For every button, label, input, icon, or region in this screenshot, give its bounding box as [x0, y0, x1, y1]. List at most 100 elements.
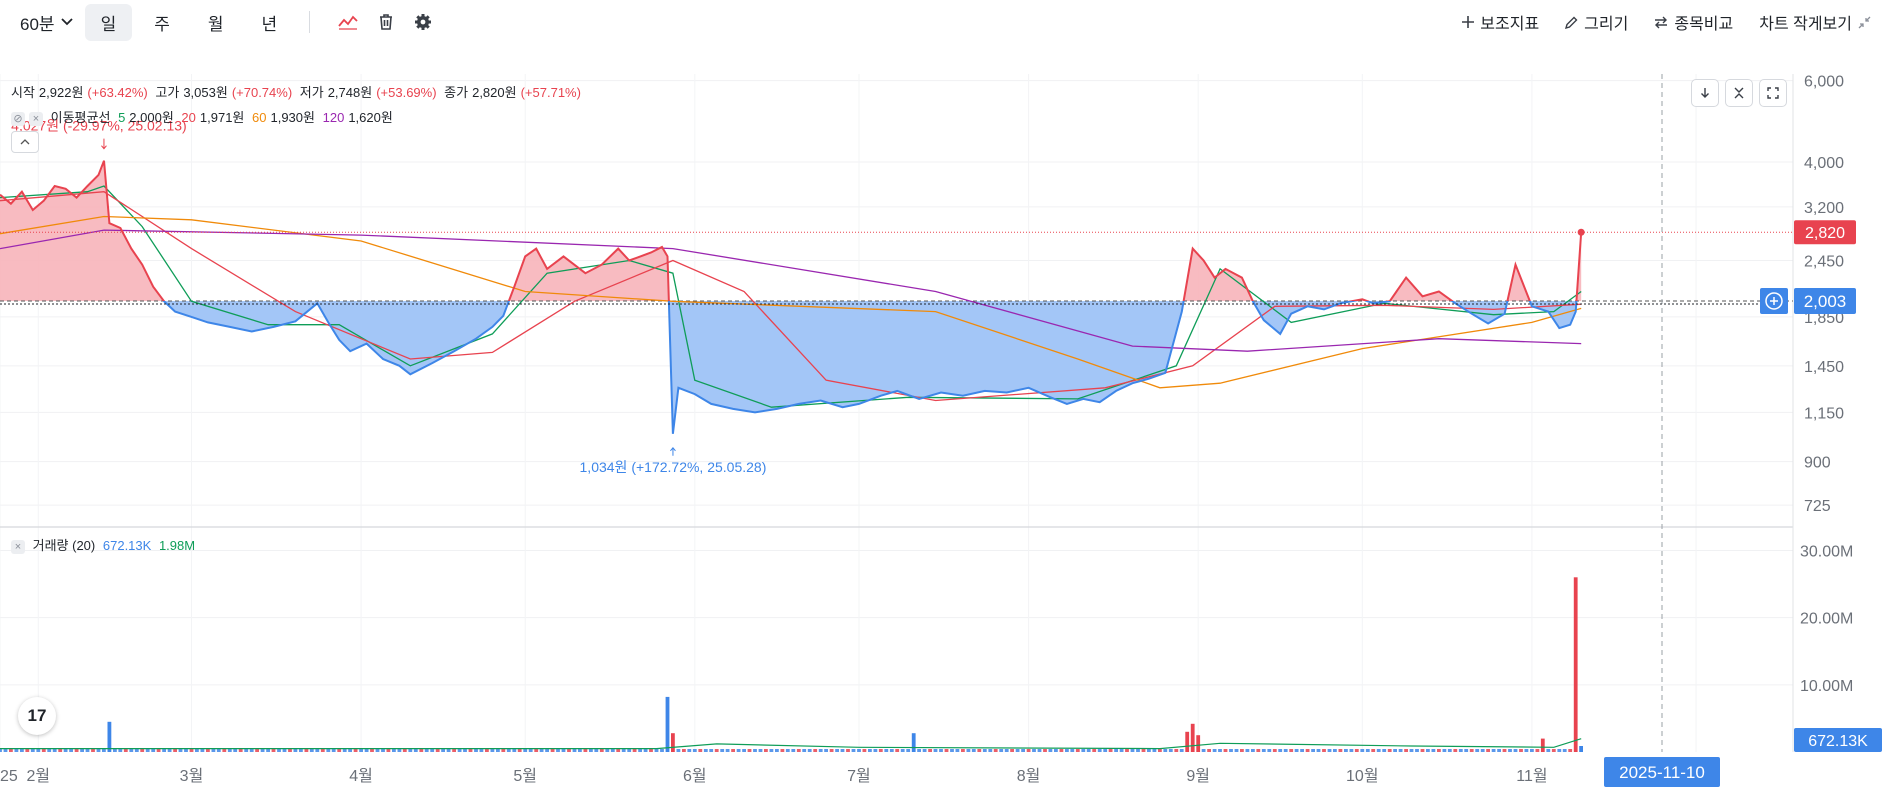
timeframe-select[interactable]: 60분: [14, 4, 79, 41]
period-week-button[interactable]: 주: [154, 14, 170, 34]
volume-bar: [1393, 749, 1397, 752]
volume-bar: [1141, 749, 1146, 752]
volume-bar: [878, 749, 883, 752]
eye-slash-icon[interactable]: ⊘: [11, 111, 25, 126]
fullscreen-button[interactable]: [1759, 79, 1787, 107]
volume-bar: [742, 749, 746, 752]
volume-bar: [479, 749, 484, 752]
volume-bar: [419, 749, 424, 752]
fit-height-button[interactable]: [1725, 79, 1753, 107]
volume-bar: [216, 749, 221, 752]
volume-bar: [244, 749, 249, 752]
volume-bar: [107, 721, 112, 752]
open-value: 2,922원: [38, 85, 84, 100]
period-year-button[interactable]: 년: [261, 14, 278, 34]
volume-bar: [113, 749, 117, 752]
volume-bar: [1125, 749, 1129, 752]
chart-type-icon[interactable]: [338, 14, 358, 30]
volume-bar: [227, 749, 232, 752]
plus-icon: [1770, 296, 1778, 305]
chart-toolbar: 60분 일 주 월 년 보조지표 그리기 종목비교 차트 작: [0, 0, 1885, 44]
volume-bar: [320, 749, 325, 752]
compare-button[interactable]: 종목비교: [1654, 10, 1733, 34]
period-day-button[interactable]: 일: [84, 3, 133, 41]
open-pct: (+63.42%): [87, 85, 148, 100]
volume-bar: [1568, 749, 1573, 752]
volume-bar: [583, 749, 588, 752]
volume-bar: [1256, 749, 1261, 752]
volume-bar: [129, 749, 134, 752]
price-axis-label: 3,200: [1804, 200, 1844, 217]
draw-button[interactable]: 그리기: [1565, 10, 1628, 34]
volume-bar: [370, 749, 374, 752]
price-axis-label: 725: [1804, 498, 1831, 515]
volume-bar: [1508, 749, 1512, 752]
volume-bar: [857, 749, 861, 752]
last-volume-badge: [1794, 728, 1882, 752]
volume-bar: [1147, 749, 1151, 752]
price-area-below-baseline: [163, 300, 1577, 434]
volume-bar: [145, 749, 150, 752]
volume-bar: [41, 749, 46, 752]
volume-bar: [1551, 749, 1556, 752]
scroll-latest-button[interactable]: [1691, 79, 1719, 107]
volume-bar: [528, 749, 533, 752]
volume-bar: [1333, 749, 1337, 752]
price-volume-chart[interactable]: 6,000 4,000 3,200 2,450 1,850 1,450 1,150 900 72…: [0, 44, 1885, 801]
volume-bar: [572, 749, 577, 752]
settings-gear-icon[interactable]: [414, 13, 432, 31]
volume-bar: [813, 749, 818, 752]
indicators-button[interactable]: 보조지표: [1462, 10, 1539, 34]
volume-bar: [1032, 749, 1036, 752]
volume-bar: [326, 749, 331, 752]
tradingview-logo[interactable]: 17: [18, 697, 56, 735]
chevron-up-icon: [20, 139, 30, 145]
price-axis-label: 4,000: [1804, 155, 1844, 172]
legend-collapse-button[interactable]: [11, 131, 39, 153]
volume-bar: [610, 749, 615, 752]
period-month-button[interactable]: 월: [207, 14, 224, 34]
volume-bar: [1447, 749, 1452, 752]
close-value: 2,820원: [472, 85, 517, 100]
volume-bar: [353, 749, 358, 752]
volume-bar: [25, 749, 30, 752]
time-axis-label: 8월: [1017, 767, 1041, 785]
ma60-period: 60: [252, 110, 267, 125]
volume-bar: [1327, 749, 1332, 752]
volume-bar: [1174, 749, 1179, 752]
volume-bar: [1196, 735, 1201, 752]
volume-bar: [939, 749, 943, 752]
volume-bar: [468, 749, 473, 752]
volume-bar: [758, 749, 763, 752]
close-icon[interactable]: ×: [29, 111, 43, 126]
volume-bar: [1097, 749, 1102, 752]
volume-bar: [868, 749, 872, 752]
volume-bar: [725, 749, 730, 752]
volume-bar: [796, 749, 801, 752]
time-axis-label: 7월: [847, 767, 871, 785]
volume-bar: [1130, 749, 1135, 752]
time-axis-label: 9월: [1186, 767, 1210, 785]
volume-bar: [846, 749, 850, 752]
volume-bar: [1344, 749, 1348, 752]
volume-bar: [802, 749, 807, 752]
volume-bar: [14, 749, 19, 752]
volume-bar: [91, 749, 95, 752]
volume-bar: [162, 749, 166, 752]
small-view-button[interactable]: 차트 작게보기: [1759, 10, 1871, 34]
volume-bar: [501, 749, 506, 752]
trash-icon[interactable]: [378, 13, 394, 31]
volume-bar: [966, 749, 971, 752]
volume-bar: [1075, 749, 1080, 752]
close-icon[interactable]: ×: [11, 539, 25, 554]
volume-legend-title: 거래량 (20): [32, 538, 96, 553]
volume-bar: [1322, 749, 1326, 752]
volume-bar: [556, 749, 560, 752]
volume-bar: [1289, 749, 1294, 752]
volume-bar: [599, 749, 604, 752]
volume-bar: [1152, 749, 1157, 752]
volume-bar: [1070, 749, 1075, 752]
ma120-period: 120: [322, 110, 345, 125]
volume-bar: [1086, 749, 1091, 752]
volume-bar: [895, 749, 900, 752]
